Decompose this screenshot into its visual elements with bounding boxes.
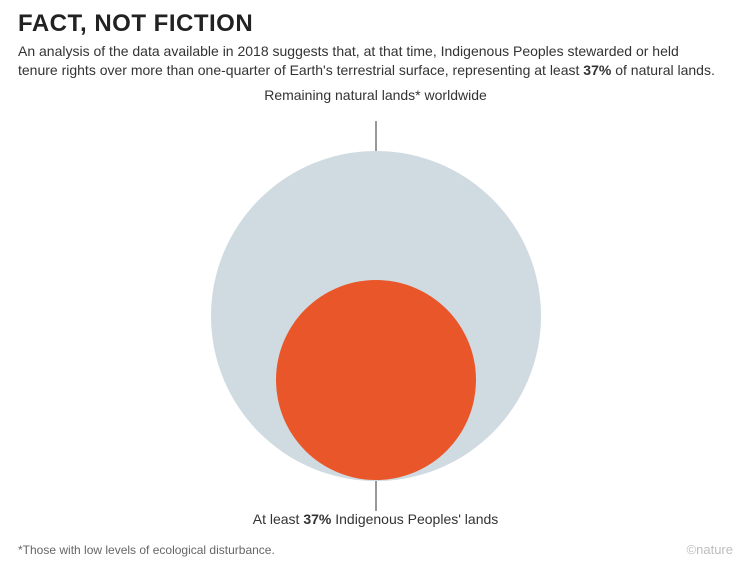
inner-label-bold: 37% xyxy=(303,511,331,527)
inner-circle xyxy=(276,280,476,480)
footer: *Those with low levels of ecological dis… xyxy=(18,542,733,557)
inner-label-before: At least xyxy=(253,511,304,527)
credit: ©nature xyxy=(687,542,733,557)
subtitle-before: An analysis of the data available in 201… xyxy=(18,43,679,78)
nested-circle-chart xyxy=(18,103,733,511)
inner-circle-label: At least 37% Indigenous Peoples' lands xyxy=(18,511,733,527)
subtitle-after: of natural lands. xyxy=(611,62,715,78)
chart-svg xyxy=(176,103,576,511)
inner-label-after: Indigenous Peoples' lands xyxy=(331,511,498,527)
outer-circle-label: Remaining natural lands* worldwide xyxy=(18,87,733,103)
footnote: *Those with low levels of ecological dis… xyxy=(18,543,275,557)
chart-subtitle: An analysis of the data available in 201… xyxy=(18,42,718,81)
subtitle-bold: 37% xyxy=(583,62,611,78)
chart-title: FACT, NOT FICTION xyxy=(18,10,733,38)
